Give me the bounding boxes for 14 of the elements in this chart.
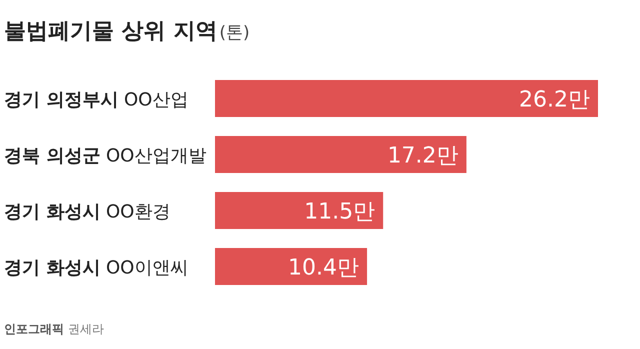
text: 인포그래픽 권세라 bbox=[4, 322, 104, 336]
y-tick-label: 경북 의성군 OO산업개발 bbox=[4, 146, 206, 166]
bar bbox=[215, 192, 384, 229]
data-label: 26.2만 bbox=[519, 88, 590, 112]
bar bbox=[215, 136, 466, 173]
title: 불법폐기물 상위 지역(톤) bbox=[4, 19, 250, 44]
y-tick-label: 경기 화성시 OO이앤씨 bbox=[4, 258, 188, 278]
data-label: 17.2만 bbox=[387, 144, 458, 168]
y-tick-label: 경기 의정부시 OO산업 bbox=[4, 90, 188, 110]
bar bbox=[215, 248, 368, 285]
data-label: 11.5만 bbox=[304, 200, 376, 224]
bar bbox=[215, 80, 598, 117]
data-label: 10.4만 bbox=[288, 256, 360, 280]
y-tick-label: 경기 화성시 OO환경 bbox=[4, 202, 170, 222]
